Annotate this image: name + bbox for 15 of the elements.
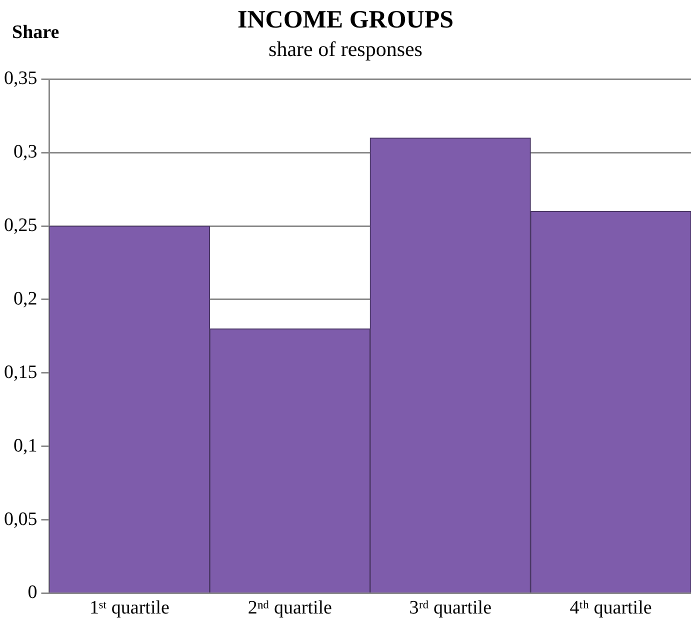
y-tick-label: 0,25 xyxy=(4,215,38,236)
x-tick-label: 2ⁿᵈ quartile xyxy=(248,598,332,619)
chart-subtitle: share of responses xyxy=(268,37,422,62)
x-tick-label: 4ᵗʰ quartile xyxy=(570,598,652,619)
y-tick-label: 0,1 xyxy=(14,435,38,456)
y-tick-label: 0,2 xyxy=(14,288,38,310)
y-tick-label: 0,3 xyxy=(14,142,38,163)
y-tick-label: 0,35 xyxy=(4,68,38,90)
y-tick-label: 0 xyxy=(28,582,38,604)
y-tick-label: 0,15 xyxy=(4,362,38,383)
y-axis-title: Share xyxy=(12,22,60,43)
chart-title: INCOME GROUPS xyxy=(238,6,454,34)
x-tick-label: 1ˢᵗ quartile xyxy=(89,598,170,619)
y-tick-label: 0,05 xyxy=(4,508,38,530)
x-tick-label: 3ʳᵈ quartile xyxy=(409,598,492,619)
